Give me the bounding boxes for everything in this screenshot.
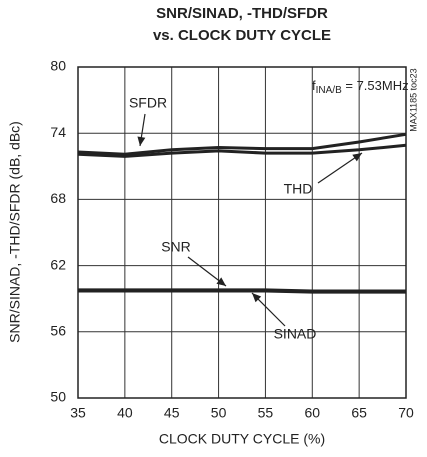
x-tick-label: 65	[351, 405, 367, 421]
x-tick-label: 40	[117, 405, 133, 421]
plot-frame	[77, 66, 407, 399]
series-line	[77, 143, 407, 158]
y-tick-label: 80	[50, 58, 66, 74]
x-tick-label: 55	[258, 405, 274, 421]
x-tick-label: 50	[211, 405, 227, 421]
x-tick-label: 45	[164, 405, 180, 421]
x-tick-label: 70	[398, 405, 414, 421]
arrow-head	[216, 277, 226, 286]
series-label: SINAD	[274, 326, 317, 342]
y-tick-label: 50	[50, 389, 66, 405]
y-tick-label: 74	[50, 124, 66, 140]
x-tick-label: 35	[70, 405, 86, 421]
arrow-head	[137, 136, 146, 146]
chart-title: vs. CLOCK DUTY CYCLE	[153, 27, 331, 44]
annotation: fINA/B = 7.53MHz	[312, 78, 409, 95]
annotation-main: f	[312, 78, 316, 93]
series-label: SFDR	[129, 95, 167, 111]
y-tick-label: 68	[50, 190, 66, 206]
arrow-head	[252, 293, 262, 303]
side-note: MAX1185 toc23	[408, 68, 418, 131]
series-line	[78, 289, 406, 294]
y-axis-label: SNR/SINAD, -THD/SFDR (dB, dBc)	[7, 121, 23, 343]
y-tick-label: 56	[50, 323, 66, 339]
annotation-rest: = 7.53MHz	[342, 78, 409, 93]
series-label: SNR	[161, 239, 191, 255]
chart-title: SNR/SINAD, -THD/SFDR	[156, 5, 328, 22]
series-label: THD	[284, 181, 313, 197]
y-tick-label: 62	[50, 256, 66, 272]
annotation-sub: INA/B	[316, 85, 342, 96]
x-axis-label: CLOCK DUTY CYCLE (%)	[159, 431, 325, 447]
arrow-head	[352, 153, 362, 162]
series-line	[77, 132, 407, 156]
x-tick-label: 60	[304, 405, 320, 421]
